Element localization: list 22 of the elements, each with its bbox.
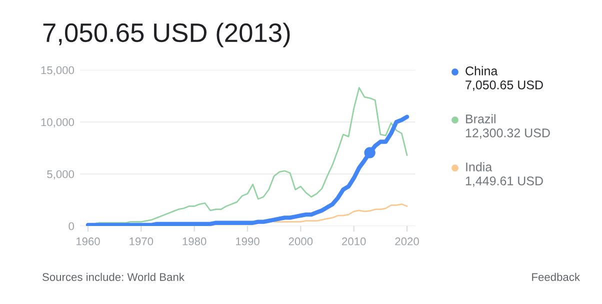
- x-tick-label: 1960: [76, 237, 100, 246]
- text: 7,050.65 USD: [466, 80, 543, 91]
- legend-label: China: [466, 66, 498, 76]
- x-tick-label: 1990: [236, 237, 260, 246]
- text: Feedback: [532, 272, 580, 281]
- y-tick-label: 10,000: [41, 118, 74, 128]
- chart-title: 7,050.65 USD (2013): [43, 22, 290, 48]
- line-series: [86, 114, 410, 226]
- x-tick-label: 2020: [395, 237, 419, 246]
- line-series: [273, 203, 408, 223]
- text: 1,449.61 USD: [466, 176, 543, 187]
- legend-label: Brazil: [466, 114, 496, 124]
- x-tick-label: 1970: [130, 237, 154, 246]
- x-tick-label: 2010: [342, 237, 366, 246]
- source-note: Sources include: World Bank: [42, 272, 184, 281]
- legend-label: India: [466, 162, 492, 172]
- text: 12,300.32 USD: [466, 128, 550, 139]
- y-tick-label: 15,000: [41, 66, 74, 76]
- y-tick-label: 5,000: [47, 170, 74, 180]
- x-tick-label: 1980: [182, 237, 206, 246]
- y-tick-label: 0: [68, 222, 74, 230]
- x-tick-label: 2000: [288, 237, 313, 246]
